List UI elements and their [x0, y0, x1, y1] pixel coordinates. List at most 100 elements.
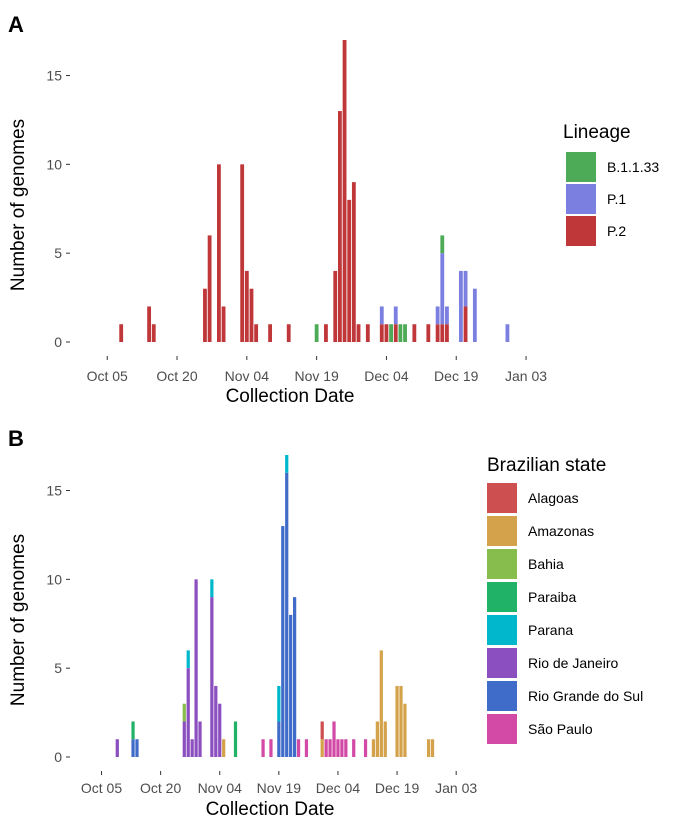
panel-b-legend-swatch-rio-de-janeiro — [487, 648, 517, 678]
panel-a-bar-2020-11-09-p-2 — [268, 324, 272, 342]
panel-a-bar-2020-11-25-p-2 — [343, 40, 347, 342]
panel-a-x-axis-title: Collection Date — [226, 386, 355, 407]
panel-b-legend-swatch-paraiba — [487, 582, 517, 612]
panel-a-bar-2020-12-06-p-1 — [394, 306, 398, 324]
panel-b-x-tick-label: Dec 04 — [316, 780, 361, 796]
panel-a-bar-2020-11-28-p-2 — [357, 324, 361, 342]
panel-a-bar-2020-12-20-p-1 — [459, 271, 463, 342]
panel-a-bar-2020-12-15-p-1 — [436, 306, 440, 324]
panel-a-bar-2020-10-29-p-2 — [217, 164, 221, 342]
panel-b-bar-2020-10-30-rio-de-janeiro — [198, 721, 201, 757]
panel-b-bar-2020-11-24-sao-paulo — [297, 739, 300, 757]
panel-a-bar-2020-11-03-p-2 — [240, 164, 244, 342]
panel-b-x-tick-label: Oct 05 — [81, 780, 122, 796]
panel-a-bars — [119, 40, 509, 342]
panel-b-legend-label-rio-de-janeiro: Rio de Janeiro — [528, 655, 618, 671]
panel-b-bar-2020-11-19-parana — [277, 686, 280, 722]
panel-b-bar-2020-11-30-alagoas — [321, 721, 324, 739]
panel-b-legend-title: Brazilian state — [487, 455, 606, 476]
panel-b-y-tick-label: 0 — [54, 749, 62, 765]
panel-a-y-tick-label: 10 — [46, 156, 62, 172]
panel-a-legend-label-p-1: P.1 — [607, 191, 626, 207]
panel-b-bar-2020-12-08-sao-paulo — [352, 739, 355, 757]
panel-a-bar-2020-10-26-p-2 — [203, 289, 207, 342]
panel-b-y-axis-title: Number of genomes — [8, 534, 29, 706]
panel-b-bar-2020-11-21-rio-grande-do-sul — [285, 473, 288, 757]
panel-a-bar-2020-12-05-b-1-1-33 — [389, 324, 393, 342]
panel-b-y-tick-label: 15 — [46, 483, 62, 499]
panel-b-bar-2020-10-13-rio-grande-do-sul — [131, 739, 134, 757]
panel-a-bar-2020-11-13-p-2 — [287, 324, 291, 342]
panel-b-bar-2020-10-27-rio-de-janeiro — [187, 668, 190, 757]
panel-a-bar-2020-12-21-p-2 — [464, 306, 468, 342]
panel-a-bar-2020-10-08-p-2 — [119, 324, 123, 342]
panel-a-bar-2020-11-05-p-2 — [250, 289, 254, 342]
panel-b-y-tick-label: 5 — [54, 660, 62, 676]
panel-b-legend: Brazilian state Alagoas Amazonas Bahia Para… — [487, 455, 643, 744]
panel-a-x-tick-label: Dec 04 — [364, 368, 409, 384]
panel-b: B 0 5 10 15 Oct 05 Oct 20 Nov 04 Nov 19 Dec 04 D… — [8, 426, 643, 820]
panel-a-bar-2020-12-16-b-1-1-33 — [440, 235, 444, 253]
panel-b-bar-2020-12-20-amazonas — [399, 686, 402, 757]
panel-a-bar-2020-11-06-p-2 — [254, 324, 258, 342]
panel-b-legend-label-amazonas: Amazonas — [528, 523, 594, 539]
panel-b-bar-2020-12-19-amazonas — [395, 686, 398, 757]
panel-a-legend-swatch-b-1-1-33 — [566, 152, 596, 182]
panel-b-bar-2020-12-03-sao-paulo — [332, 721, 335, 757]
panel-a-bar-2020-11-23-p-2 — [333, 271, 337, 342]
panel-b-bar-2020-12-13-amazonas — [372, 739, 375, 757]
panel-b-bar-2020-12-04-sao-paulo — [336, 739, 339, 757]
panel-a-y-axis: 0 5 10 15 — [46, 68, 70, 350]
panel-letter-a: A — [8, 12, 24, 37]
panel-b-y-axis: 0 5 10 15 — [46, 483, 70, 765]
panel-b-bar-2020-10-26-bahia — [183, 704, 186, 722]
panel-b-bar-2020-10-13-paraiba — [131, 721, 134, 739]
panel-a-bar-2020-11-19-b-1-1-33 — [315, 324, 319, 342]
panel-a-x-axis: Oct 05 Oct 20 Nov 04 Nov 19 Dec 04 Dec 19 Jan … — [87, 356, 548, 384]
panel-a-bar-2020-12-04-p-2 — [385, 324, 389, 342]
panel-letter-b: B — [8, 426, 24, 451]
panel-b-bar-2020-12-02-sao-paulo — [328, 739, 331, 757]
panel-b-bar-2020-11-05-amazonas — [222, 739, 225, 757]
panel-a-bar-2020-11-24-p-2 — [338, 111, 342, 342]
panel-a-x-tick-label: Oct 05 — [87, 368, 128, 384]
panel-b-bar-2020-10-14-rio-grande-do-sul — [135, 739, 138, 757]
panel-a-x-tick-label: Jan 03 — [505, 368, 547, 384]
panel-a-bar-2020-10-27-p-2 — [208, 235, 212, 342]
panel-b-bar-2020-10-26-rio-de-janeiro — [183, 721, 186, 757]
panel-b-bar-2020-12-14-amazonas — [376, 721, 379, 757]
panel-a-bar-2020-12-21-p-1 — [464, 271, 468, 307]
panel-a-y-tick-label: 0 — [54, 334, 62, 350]
panel-a-bar-2020-12-15-p-2 — [436, 324, 440, 342]
panel-b-x-axis: Oct 05 Oct 20 Nov 04 Nov 19 Dec 04 Dec 19 Jan … — [81, 771, 478, 796]
panel-b-bar-2020-11-21-parana — [285, 455, 288, 473]
panel-b-bar-2020-11-30-amazonas — [321, 739, 324, 757]
panel-b-legend-label-parana: Parana — [528, 622, 573, 638]
panel-b-bar-2020-12-16-amazonas — [384, 721, 387, 757]
panel-b-bar-2020-11-02-parana — [210, 579, 213, 597]
panel-b-bar-2020-10-29-rio-de-janeiro — [194, 579, 197, 757]
panel-a-bar-2020-12-17-p-1 — [445, 306, 449, 324]
panel-a-bar-2020-12-30-p-1 — [506, 324, 510, 342]
panel-b-legend-swatch-parana — [487, 615, 517, 645]
panel-b-legend-swatch-alagoas — [487, 483, 517, 513]
panel-a-y-tick-label: 15 — [46, 68, 62, 84]
panel-b-bar-2020-11-22-rio-grande-do-sul — [289, 615, 292, 757]
panel-a-y-tick-label: 5 — [54, 245, 62, 261]
panel-a-bar-2020-10-14-p-2 — [147, 306, 151, 342]
panel-a-bar-2020-12-17-p-2 — [445, 324, 449, 342]
panel-b-x-tick-label: Oct 20 — [140, 780, 181, 796]
panel-a-legend-label-b-1-1-33: B.1.1.33 — [607, 159, 659, 175]
panel-a-bar-2020-12-16-p-1 — [440, 253, 444, 324]
panel-a-x-tick-label: Nov 19 — [294, 368, 339, 384]
panel-b-bar-2020-11-02-rio-de-janeiro — [210, 597, 213, 757]
panel-b-bar-2020-12-28-amazonas — [431, 739, 434, 757]
panel-b-legend-label-alagoas: Alagoas — [528, 490, 579, 506]
panel-a-bar-2020-11-27-p-2 — [352, 182, 356, 342]
panel-b-bars — [116, 455, 434, 757]
panel-b-bar-2020-12-05-sao-paulo — [340, 739, 343, 757]
panel-a: A 0 5 10 15 Oct 05 Oct 20 Nov 04 Nov 19 Dec 04 D… — [8, 12, 659, 407]
panel-b-legend-swatch-rio-grande-do-sul — [487, 681, 517, 711]
panel-b-x-tick-label: Jan 03 — [435, 780, 477, 796]
